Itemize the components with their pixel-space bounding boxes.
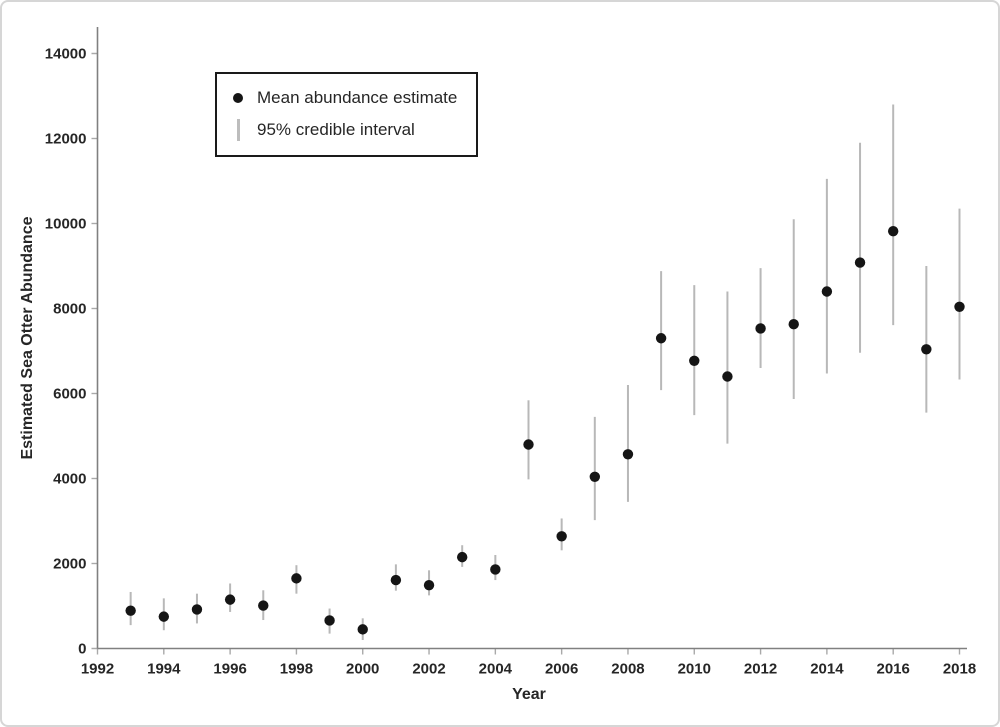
x-tick-label: 2002 xyxy=(412,661,445,678)
mean-dot-2018 xyxy=(954,301,965,312)
mean-dot-2017 xyxy=(921,344,932,355)
mean-dot-2010 xyxy=(689,355,700,366)
mean-dot-1996 xyxy=(224,594,236,605)
x-tick-label: 2004 xyxy=(479,661,513,678)
mean-dot-1994 xyxy=(158,611,170,622)
mean-dot-2015 xyxy=(854,257,866,268)
x-tick-label: 2018 xyxy=(943,661,976,678)
mean-dot-2002 xyxy=(423,579,435,591)
legend-marker-col xyxy=(231,92,245,103)
y-tick-label: 14000 xyxy=(45,46,87,63)
legend-row-mean: Mean abundance estimate xyxy=(231,88,462,108)
x-tick-label: 2008 xyxy=(611,661,644,678)
mean-dot-2004 xyxy=(490,564,501,575)
x-tick-label: 2014 xyxy=(810,661,844,678)
mean-dot-2012 xyxy=(755,323,766,334)
mean-dot-2007 xyxy=(589,471,601,482)
mean-dot-2011 xyxy=(722,371,733,382)
y-tick-label: 2000 xyxy=(53,556,86,573)
mean-dot-1993 xyxy=(125,605,136,616)
y-tick-label: 0 xyxy=(78,641,86,658)
x-tick-label: 2010 xyxy=(678,661,711,678)
mean-dot-2001 xyxy=(390,574,402,586)
y-axis-title: Estimated Sea Otter Abundance xyxy=(19,216,36,459)
mean-dot-1999 xyxy=(324,615,335,626)
y-tick-label: 12000 xyxy=(45,131,87,148)
mean-dot-2006 xyxy=(556,531,567,542)
x-tick-label: 2006 xyxy=(545,661,578,678)
mean-dot-1997 xyxy=(258,600,269,611)
y-tick-label: 4000 xyxy=(53,471,86,488)
x-tick-label: 2016 xyxy=(877,661,910,678)
mean-dot-1995 xyxy=(191,604,203,615)
mean-dot-2009 xyxy=(655,333,667,344)
chart-legend: Mean abundance estimate 95% credible int… xyxy=(215,72,478,157)
x-tick-label: 2012 xyxy=(744,661,777,678)
y-tick-label: 6000 xyxy=(53,386,86,403)
mean-dot-2008 xyxy=(622,449,634,460)
mean-dot-1998 xyxy=(291,573,302,584)
tick-marks xyxy=(91,52,961,655)
legend-marker-col xyxy=(231,119,245,142)
legend-interval-label: 95% credible interval xyxy=(257,120,415,140)
y-tick-label: 8000 xyxy=(53,301,86,318)
mean-dot-2013 xyxy=(788,319,799,330)
x-tick-label: 1992 xyxy=(81,661,114,678)
tick-labels: 0 2000 4000 6000 8000 10000 12000 14000 1992 1994… xyxy=(45,46,976,678)
interval-bar-icon xyxy=(236,119,240,142)
legend-row-interval: 95% credible interval xyxy=(231,119,462,142)
mean-dot-2005 xyxy=(523,439,534,450)
mean-dot-2000 xyxy=(357,624,368,635)
x-tick-label: 2000 xyxy=(346,661,379,678)
y-tick-label: 10000 xyxy=(45,216,87,233)
credible-interval-bars xyxy=(129,104,961,640)
mean-dot-icon xyxy=(233,92,243,103)
mean-estimate-dots xyxy=(125,225,965,635)
mean-dot-2016 xyxy=(887,225,899,237)
x-axis-title: Year xyxy=(512,686,546,703)
x-tick-label: 1994 xyxy=(147,661,181,678)
mean-dot-2003 xyxy=(456,551,468,563)
axis-lines xyxy=(96,27,967,650)
x-tick-label: 1998 xyxy=(280,661,313,678)
x-tick-label: 1996 xyxy=(213,661,246,678)
legend-mean-label: Mean abundance estimate xyxy=(257,87,458,107)
mean-dot-2014 xyxy=(821,286,833,297)
